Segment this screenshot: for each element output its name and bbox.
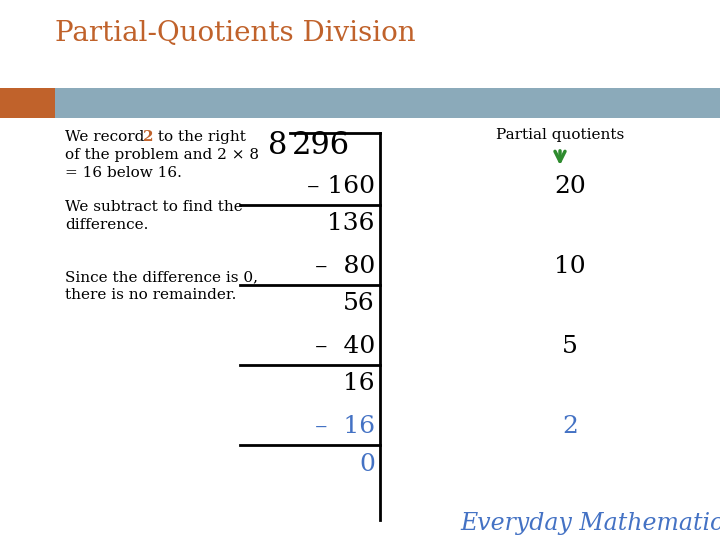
Text: 296: 296 [292, 130, 350, 161]
Bar [0, 88, 55, 118]
Text: Everyday Mathematics: Everyday Mathematics [460, 512, 720, 535]
Text: 56: 56 [343, 292, 375, 315]
Text: 136: 136 [328, 212, 375, 235]
Text: 20: 20 [554, 175, 586, 198]
Text: –  40: – 40 [315, 335, 375, 358]
Text: of the problem and 2 × 8: of the problem and 2 × 8 [65, 148, 259, 162]
Text: there is no remainder.: there is no remainder. [65, 288, 236, 302]
Text: 16: 16 [343, 372, 375, 395]
Text: 5: 5 [562, 335, 578, 358]
Text: 10: 10 [554, 255, 586, 278]
Text: Since the difference is 0,: Since the difference is 0, [65, 270, 258, 284]
Text: 2: 2 [143, 130, 153, 144]
Text: 0: 0 [359, 453, 375, 476]
Text: 2: 2 [562, 415, 578, 438]
Text: –  16: – 16 [315, 415, 375, 438]
Text: We record: We record [65, 130, 149, 144]
Text: Partial-Quotients Division: Partial-Quotients Division [55, 20, 415, 47]
Text: – 160: – 160 [307, 175, 375, 198]
Text: We subtract to find the: We subtract to find the [65, 200, 243, 214]
Bar [0, 88, 720, 118]
Text: 8: 8 [268, 130, 287, 161]
Text: to the right: to the right [153, 130, 246, 144]
Text: –  80: – 80 [315, 255, 375, 278]
Text: difference.: difference. [65, 218, 148, 232]
Text: = 16 below 16.: = 16 below 16. [65, 166, 182, 180]
Text: Partial quotients: Partial quotients [496, 128, 624, 142]
